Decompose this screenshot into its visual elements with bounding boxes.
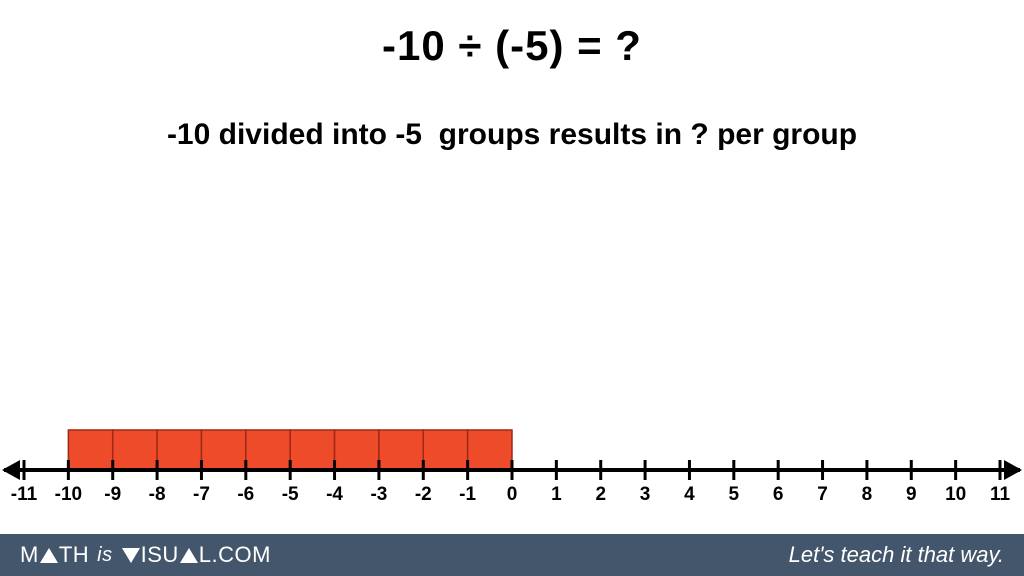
svg-text:10: 10 xyxy=(945,484,966,505)
svg-text:-1: -1 xyxy=(459,484,476,505)
equation: -10 ÷ (-5) = ? xyxy=(0,22,1024,70)
svg-text:7: 7 xyxy=(817,484,828,505)
svg-text:-7: -7 xyxy=(193,484,210,505)
svg-text:1: 1 xyxy=(551,484,562,505)
footer-bar: M TH is ISU L .COM Let's teach it that w… xyxy=(0,534,1024,576)
footer-brand: M TH is ISU L .COM xyxy=(20,542,271,568)
svg-text:0: 0 xyxy=(507,484,518,505)
svg-text:11: 11 xyxy=(990,484,1011,505)
svg-text:-9: -9 xyxy=(104,484,121,505)
svg-text:-6: -6 xyxy=(237,484,254,505)
svg-text:-5: -5 xyxy=(282,484,299,505)
svg-text:-11: -11 xyxy=(11,484,38,505)
svg-text:9: 9 xyxy=(906,484,917,505)
svg-text:3: 3 xyxy=(640,484,651,505)
triangle-up-icon xyxy=(180,548,198,563)
number-line-svg: -11-10-9-8-7-6-5-4-3-2-101234567891011 xyxy=(0,410,1024,520)
brand-letter: TH xyxy=(59,542,89,568)
brand-letter: L xyxy=(199,542,212,568)
brand-dotcom: .COM xyxy=(212,542,271,568)
svg-text:-8: -8 xyxy=(149,484,166,505)
explanation-sentence: -10 divided into -5 groups results in ? … xyxy=(0,118,1024,152)
svg-text:-2: -2 xyxy=(415,484,432,505)
triangle-down-icon xyxy=(122,548,140,563)
sentence-text: per group xyxy=(717,118,857,151)
brand-letter: ISU xyxy=(141,542,179,568)
svg-text:-10: -10 xyxy=(55,484,82,505)
svg-text:6: 6 xyxy=(773,484,784,505)
quotient-value: ? xyxy=(690,118,708,151)
number-line: -11-10-9-8-7-6-5-4-3-2-101234567891011 xyxy=(0,410,1024,520)
divisor-value: -5 xyxy=(395,118,422,151)
brand-is: is xyxy=(97,544,112,567)
svg-text:-3: -3 xyxy=(370,484,387,505)
triangle-up-icon xyxy=(40,548,58,563)
svg-text:2: 2 xyxy=(595,484,606,505)
svg-text:4: 4 xyxy=(684,484,695,505)
sentence-text: groups results in xyxy=(439,118,682,151)
svg-text:8: 8 xyxy=(862,484,873,505)
svg-text:5: 5 xyxy=(729,484,740,505)
sentence-text: divided into xyxy=(219,118,387,151)
dividend-value: -10 xyxy=(167,118,210,151)
svg-text:-4: -4 xyxy=(326,484,343,505)
brand-letter: M xyxy=(20,542,39,568)
footer-tagline: Let's teach it that way. xyxy=(789,542,1004,568)
